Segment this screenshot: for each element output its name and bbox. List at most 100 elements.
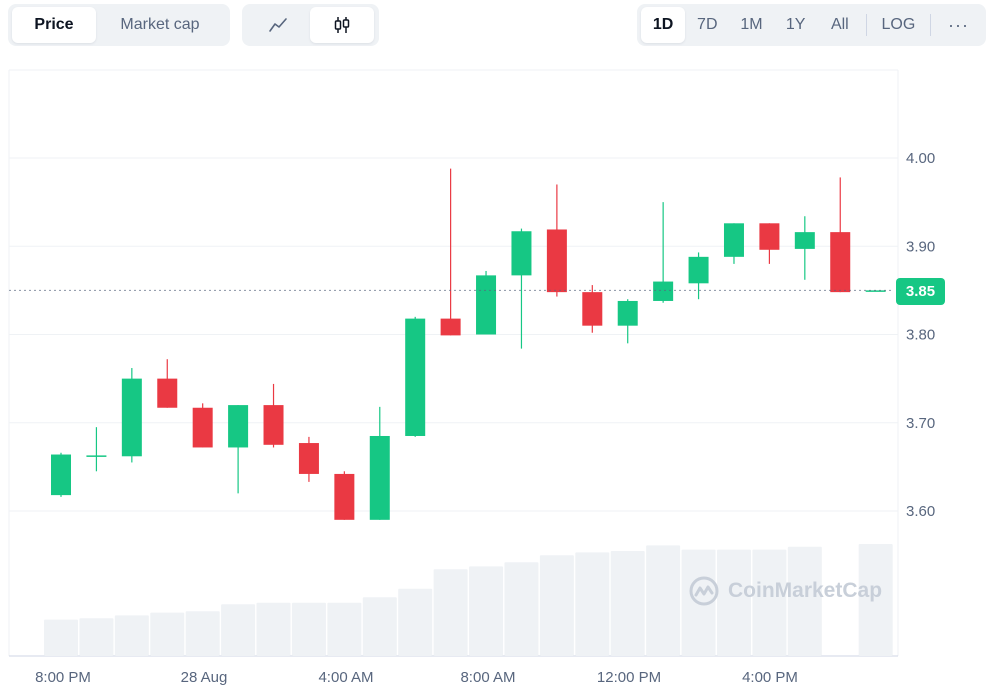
candle[interactable]: [511, 228, 532, 349]
metric-toggle: Price Market cap: [8, 4, 230, 46]
candle[interactable]: [334, 471, 355, 520]
volume-bar: [362, 597, 397, 656]
candle[interactable]: [121, 368, 142, 463]
candle[interactable]: [369, 406, 390, 520]
toolbar-divider: [929, 14, 931, 36]
candle-body: [476, 275, 497, 335]
candle-body: [369, 435, 390, 520]
volume-bar: [504, 562, 539, 656]
tab-market-cap[interactable]: Market cap: [120, 16, 200, 33]
y-tick-label: 4.00: [906, 150, 935, 167]
volume-bar: [291, 602, 326, 656]
tab-range-all[interactable]: All: [830, 16, 849, 33]
candle-body: [51, 454, 71, 496]
candle[interactable]: [157, 359, 178, 408]
volume-bar: [150, 612, 185, 656]
y-tick-label: 3.90: [906, 238, 935, 255]
candle-body: [121, 378, 142, 457]
candle[interactable]: [476, 270, 497, 335]
candle-body: [192, 407, 213, 448]
tab-range-7d[interactable]: 7D: [697, 16, 718, 33]
candle[interactable]: [830, 177, 851, 293]
line-chart-icon: [269, 18, 287, 32]
candle[interactable]: [298, 436, 319, 482]
log-scale-button[interactable]: LOG: [881, 16, 916, 33]
candle-body: [263, 405, 284, 445]
candle-body: [546, 229, 567, 293]
candlestick-chart-button[interactable]: [310, 7, 374, 43]
volume-bar: [539, 555, 574, 656]
candle[interactable]: [546, 184, 567, 297]
volume-bar: [256, 602, 291, 656]
candle[interactable]: [192, 403, 213, 448]
candle-body: [511, 231, 532, 276]
time-range-toggle: 1D 7D 1M 1Y All LOG ···: [637, 4, 986, 46]
volume-bar: [752, 549, 787, 656]
candlestick-chart-icon: [334, 17, 350, 33]
candle[interactable]: [51, 452, 71, 497]
y-tick-label: 3.80: [906, 327, 935, 344]
x-tick-label: 12:00 PM: [597, 669, 661, 686]
toolbar-divider: [865, 14, 867, 36]
candle-body: [688, 256, 709, 284]
chart-type-toggle: [242, 4, 379, 46]
candle-body: [157, 378, 178, 408]
tab-range-1d[interactable]: 1D: [641, 7, 686, 43]
volume-bar: [114, 615, 149, 656]
x-tick-label: 8:00 AM: [460, 669, 515, 686]
candle-body: [405, 318, 426, 436]
candle-body: [723, 223, 744, 257]
volume-bar: [575, 552, 610, 656]
volume-bar: [433, 569, 468, 656]
candle-body: [86, 455, 107, 457]
candle-body: [582, 292, 603, 326]
volume-bar: [610, 551, 645, 656]
candle-body: [617, 300, 638, 326]
volume-bar: [221, 604, 256, 656]
candle-body: [298, 443, 319, 474]
candle-body: [440, 318, 461, 336]
current-price-badge: 3.85: [896, 278, 945, 305]
candle[interactable]: [86, 427, 107, 472]
x-tick-label: 4:00 PM: [742, 669, 798, 686]
candle[interactable]: [440, 168, 461, 336]
candle[interactable]: [723, 223, 744, 264]
candle[interactable]: [759, 223, 780, 264]
x-tick-label: 8:00 PM: [35, 669, 91, 686]
line-chart-button[interactable]: [246, 7, 310, 43]
candle[interactable]: [653, 202, 674, 303]
volume-bar: [716, 549, 751, 656]
watermark-text: CoinMarketCap: [728, 579, 883, 602]
candle[interactable]: [228, 405, 249, 494]
candle[interactable]: [688, 252, 709, 300]
y-tick-label: 3.60: [906, 503, 935, 520]
tab-range-1y[interactable]: 1Y: [785, 16, 806, 33]
candle-body: [334, 473, 355, 520]
tab-price[interactable]: Price: [12, 7, 96, 43]
coinmarketcap-logo-icon: [689, 576, 719, 606]
volume-bar: [858, 544, 893, 656]
volume-bar: [787, 546, 822, 656]
candle[interactable]: [617, 299, 638, 344]
volume-bar: [398, 588, 433, 656]
volume-bar: [469, 566, 504, 656]
candle[interactable]: [582, 285, 603, 333]
x-tick-label: 4:00 AM: [318, 669, 373, 686]
candle[interactable]: [405, 316, 426, 437]
volume-bar: [646, 545, 681, 656]
candle-body: [653, 281, 674, 301]
candle[interactable]: [794, 216, 815, 280]
volume-bar: [44, 619, 78, 656]
volume-bar: [185, 611, 220, 656]
watermark: CoinMarketCap: [688, 575, 882, 607]
candle[interactable]: [263, 383, 284, 448]
candle-body: [228, 405, 249, 448]
candle-body: [830, 232, 851, 293]
candle[interactable]: [865, 290, 886, 292]
tab-range-1m[interactable]: 1M: [740, 16, 763, 33]
more-options-button[interactable]: ···: [947, 14, 969, 35]
candle-body: [865, 290, 886, 292]
y-tick-label: 3.70: [906, 415, 935, 432]
candle-body: [794, 232, 815, 249]
